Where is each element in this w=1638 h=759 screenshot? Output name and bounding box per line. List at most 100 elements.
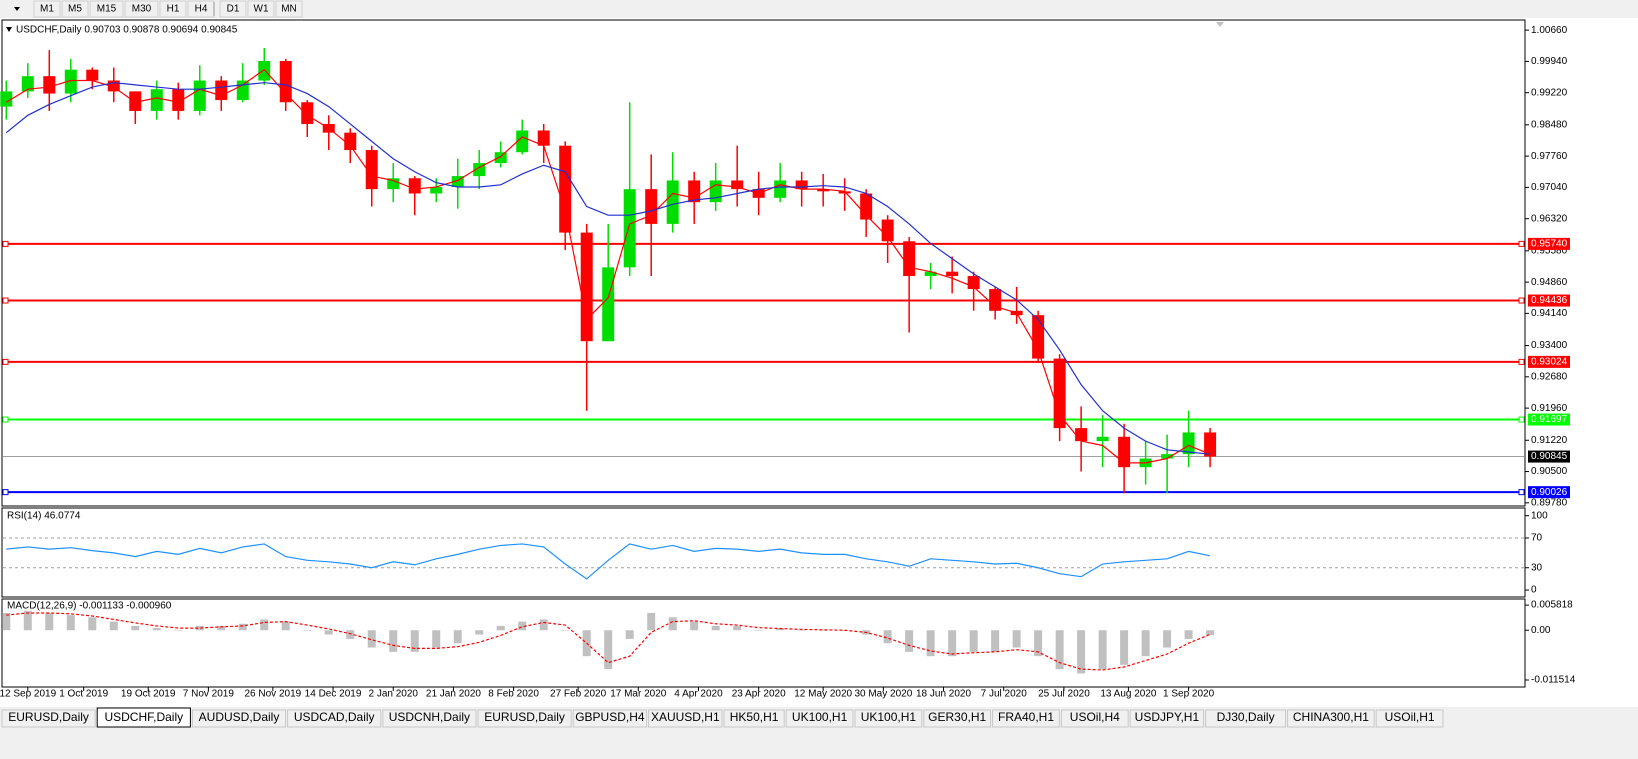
timeframe-label[interactable]: H4: [195, 4, 208, 15]
level-label-box: [1528, 413, 1570, 426]
timeframe-label[interactable]: M1: [40, 4, 54, 15]
candle-body: [215, 80, 228, 101]
tab[interactable]: USOil,H1: [1375, 709, 1444, 728]
tab-button[interactable]: [1129, 709, 1205, 728]
tab-button[interactable]: [477, 709, 572, 728]
macd-bar: [260, 619, 269, 631]
tab[interactable]: USOil,H4: [1060, 709, 1129, 728]
candle-body: [623, 189, 636, 268]
tab-button[interactable]: [287, 709, 382, 728]
macd-bar: [475, 630, 484, 635]
tab-button[interactable]: [572, 709, 648, 728]
tab-button[interactable]: [923, 709, 992, 728]
tab[interactable]: GER30,H1: [923, 709, 992, 728]
candle-body: [1032, 315, 1045, 359]
dropdown-arrow: [14, 7, 20, 11]
tab-button[interactable]: [96, 707, 191, 728]
candle-body: [301, 102, 314, 124]
tab[interactable]: FRA40,H1: [992, 709, 1060, 728]
macd-bar: [1141, 630, 1150, 657]
tab[interactable]: USDCAD,Daily: [287, 709, 382, 728]
tab-label[interactable]: EURUSD,Daily: [8, 710, 89, 724]
y-tick-label: 0.91960: [1531, 403, 1568, 414]
tab-button[interactable]: [854, 709, 923, 728]
tab-label[interactable]: GER30,H1: [928, 710, 986, 724]
tab-button[interactable]: [1205, 709, 1287, 728]
timeframe-label[interactable]: D1: [227, 4, 240, 15]
candle-body: [21, 76, 34, 92]
tab-button[interactable]: [1, 709, 96, 728]
timeframe-label[interactable]: M30: [132, 4, 152, 15]
candle-body: [1182, 432, 1195, 455]
tab[interactable]: USDCNH,Daily: [382, 709, 477, 728]
candle-body: [537, 130, 550, 146]
tab-label[interactable]: FRA40,H1: [998, 710, 1054, 724]
timeframe-button[interactable]: [219, 0, 247, 18]
tab-label[interactable]: DJ30,Daily: [1217, 710, 1275, 724]
tab[interactable]: DJ30,Daily: [1205, 709, 1287, 728]
timeframe-button[interactable]: [33, 0, 61, 18]
collapse-icon: [6, 27, 12, 32]
x-tick-label: 7 Jul 2020: [981, 689, 1028, 700]
candle-body: [494, 152, 507, 164]
macd-bar: [88, 617, 97, 631]
tab-label[interactable]: USOil,H1: [1385, 710, 1435, 724]
tab[interactable]: EURUSD,Daily: [477, 709, 572, 728]
tab[interactable]: CHINA300,H1: [1287, 709, 1375, 728]
tab-button[interactable]: [648, 709, 723, 728]
timeframe-label[interactable]: M5: [68, 4, 82, 15]
tab-button[interactable]: [785, 709, 854, 728]
candle-body: [64, 69, 77, 94]
candle-body: [365, 150, 378, 190]
tab-label[interactable]: XAUUSD,H1: [651, 710, 720, 724]
macd-bar: [217, 625, 226, 631]
tab-button[interactable]: [1060, 709, 1129, 728]
tab[interactable]: UK100,H1: [785, 709, 854, 728]
tab[interactable]: USDCHF,Daily: [96, 707, 191, 728]
candle-body: [258, 60, 271, 81]
tab-button[interactable]: [992, 709, 1060, 728]
tab-label[interactable]: AUDUSD,Daily: [199, 710, 280, 724]
tab[interactable]: AUDUSD,Daily: [191, 709, 287, 728]
macd-bar: [174, 630, 183, 631]
tab-label[interactable]: GBPUSD,H4: [575, 710, 645, 724]
macd-bar: [819, 630, 828, 631]
timeframe-button[interactable]: [124, 0, 159, 18]
tab-label[interactable]: HK50,H1: [730, 710, 779, 724]
tab[interactable]: HK50,H1: [723, 709, 785, 728]
tab-button[interactable]: [191, 709, 287, 728]
timeframe-label[interactable]: M15: [97, 4, 117, 15]
tab-label[interactable]: USDCNH,Daily: [389, 710, 470, 724]
tab-label[interactable]: USDCHF,Daily: [104, 710, 183, 724]
macd-bar: [604, 630, 613, 670]
timeframe-label[interactable]: H1: [167, 4, 180, 15]
level-label-box: [1528, 294, 1570, 307]
tab-button[interactable]: [382, 709, 477, 728]
timeframe-label[interactable]: W1: [254, 4, 269, 15]
timeframe-button[interactable]: [159, 0, 187, 18]
tab-label[interactable]: EURUSD,Daily: [484, 710, 565, 724]
candle-body: [1118, 436, 1131, 468]
timeframe-button[interactable]: [61, 0, 89, 18]
tab[interactable]: XAUUSD,H1: [648, 709, 723, 728]
tab-button[interactable]: [1287, 709, 1375, 728]
timeframe-button[interactable]: [275, 0, 303, 18]
tab-label[interactable]: USDCAD,Daily: [294, 710, 375, 724]
tab[interactable]: UK100,H1: [854, 709, 923, 728]
timeframe-label[interactable]: MN: [281, 4, 297, 15]
tab-button[interactable]: [723, 709, 785, 728]
tab-label[interactable]: USDJPY,H1: [1135, 710, 1200, 724]
tab-label[interactable]: UK100,H1: [792, 710, 848, 724]
tab[interactable]: EURUSD,Daily: [1, 709, 96, 728]
macd-bar: [647, 612, 656, 631]
timeframe-button[interactable]: [89, 0, 124, 18]
timeframe-button[interactable]: [247, 0, 275, 18]
tab-label[interactable]: USOil,H4: [1070, 710, 1120, 724]
tab-label[interactable]: CHINA300,H1: [1293, 710, 1369, 724]
tab-button[interactable]: [1375, 709, 1444, 728]
x-tick-label: 12 Sep 2019: [0, 689, 57, 700]
tab[interactable]: GBPUSD,H4: [572, 709, 648, 728]
tab[interactable]: USDJPY,H1: [1129, 709, 1205, 728]
tab-label[interactable]: UK100,H1: [861, 710, 917, 724]
